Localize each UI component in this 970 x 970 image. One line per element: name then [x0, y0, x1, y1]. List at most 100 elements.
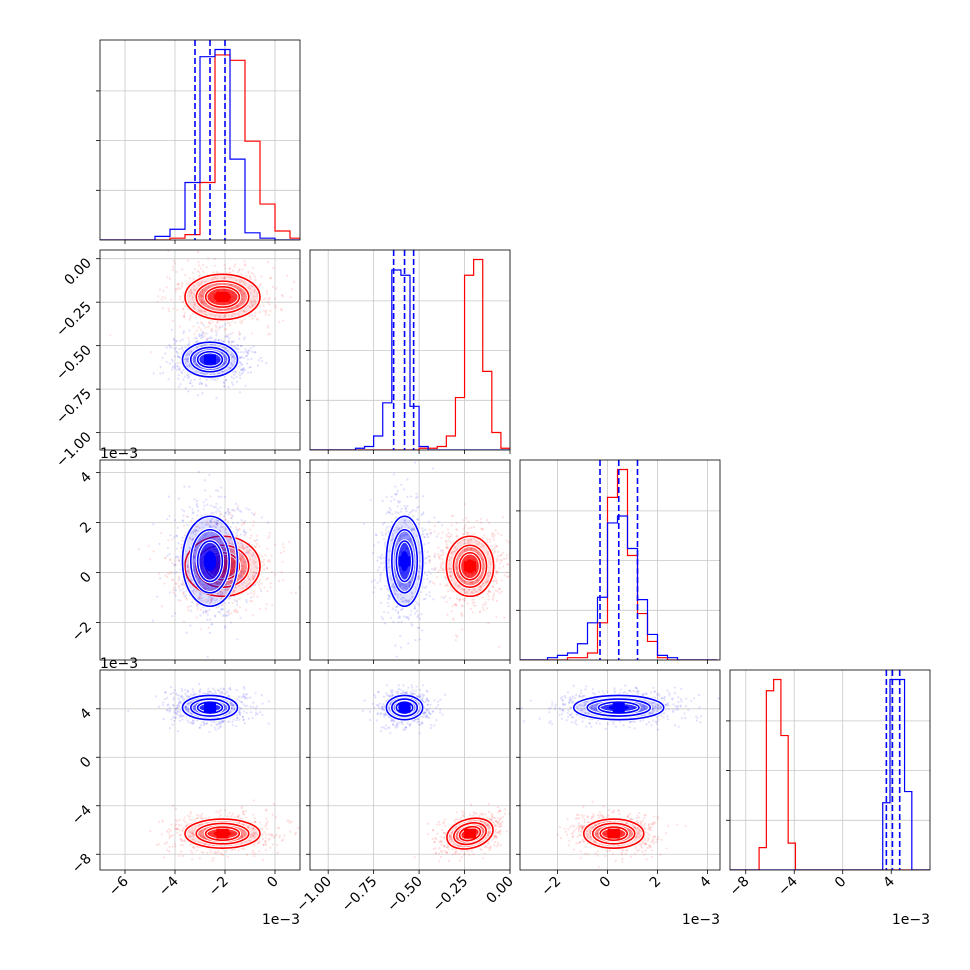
scatter-point [259, 607, 262, 610]
scatter-point [500, 590, 503, 593]
scatter-point [224, 557, 227, 561]
scatter-point [188, 546, 191, 550]
scatter-point [240, 356, 243, 359]
scatter-point [245, 598, 248, 602]
scatter-point [181, 829, 184, 832]
scatter-point [385, 495, 388, 499]
scatter-point [408, 580, 411, 584]
scatter-point [237, 849, 240, 852]
scatter-point [172, 579, 175, 582]
scatter-point [150, 351, 153, 354]
scatter-point [235, 348, 238, 351]
scatter-point [174, 612, 177, 615]
scatter-point [241, 554, 245, 557]
scatter-point [495, 599, 499, 603]
scatter-point [254, 832, 258, 835]
scatter-point [264, 823, 268, 826]
scatter-point [225, 536, 228, 539]
scatter-point [262, 843, 266, 846]
scatter-point [199, 335, 202, 338]
scatter-point [247, 552, 250, 555]
scatter-point [421, 629, 424, 632]
scatter-point [484, 580, 488, 583]
scatter-point [255, 571, 258, 575]
scatter-point [294, 591, 297, 595]
scatter-point [243, 310, 246, 313]
scatter-point [177, 365, 180, 368]
scatter-point [202, 344, 206, 347]
scatter-point [175, 534, 178, 537]
scatter-point [270, 834, 274, 837]
scatter-point [405, 600, 409, 603]
scatter-point [245, 601, 248, 604]
scatter-point [208, 524, 211, 527]
scatter-point [243, 570, 246, 573]
scatter-point [226, 308, 230, 311]
scatter-point [193, 303, 196, 306]
scatter-point [422, 532, 425, 536]
scatter-point [195, 340, 199, 343]
scatter-point [465, 548, 468, 551]
scatter-point [186, 376, 189, 380]
scatter-point [404, 531, 407, 534]
scatter-point [183, 485, 186, 488]
scatter-point [251, 304, 254, 307]
scatter-point [220, 542, 223, 546]
scatter-panel-1-0: 0.00−0.25−0.50−0.75−1.00 [53, 249, 301, 471]
scatter-point [168, 343, 171, 346]
scatter-point [241, 811, 245, 814]
scatter-point [447, 532, 450, 535]
scatter-point [256, 842, 260, 845]
scatter-point [196, 817, 199, 820]
scatter-point [398, 615, 401, 618]
scatter-point [185, 358, 188, 362]
scatter-point [176, 556, 180, 559]
scatter-point [421, 512, 424, 515]
scatter-point [429, 532, 432, 535]
scatter-point [408, 513, 411, 516]
scatter-point [230, 356, 233, 359]
contour-line [189, 528, 231, 594]
scatter-point [253, 574, 257, 578]
scatter-point [245, 571, 248, 574]
scatter-point [418, 617, 422, 620]
scatter-point [400, 583, 403, 586]
scatter-point [249, 596, 253, 599]
scatter-point [228, 271, 231, 274]
scatter-point [253, 303, 256, 306]
scatter-point [200, 321, 203, 324]
scatter-point [461, 588, 465, 591]
density-peak [204, 556, 216, 567]
scatter-point [463, 526, 466, 529]
scatter-point [220, 596, 223, 599]
scatter-point [445, 540, 448, 543]
scatter-point [198, 593, 201, 596]
scatter-point [203, 534, 207, 537]
scatter-point [205, 332, 208, 335]
scatter-point [479, 517, 482, 521]
scatter-point [236, 521, 239, 524]
scatter-point [281, 839, 284, 842]
scatter-point [210, 584, 213, 587]
scatter-point [410, 623, 413, 626]
scatter-point [259, 282, 262, 286]
scatter-point [171, 615, 174, 618]
histogram-step-line [310, 258, 510, 450]
scatter-point [176, 308, 179, 312]
scatter-point [262, 558, 266, 561]
scatter-point [282, 546, 285, 549]
scatter-point [159, 372, 162, 375]
scatter-point [399, 608, 403, 612]
scatter-point [230, 314, 234, 317]
scatter-point [200, 300, 203, 303]
scatter-point [266, 547, 269, 550]
scatter-point [419, 566, 422, 569]
scatter-point [379, 601, 382, 604]
scatter-point [179, 838, 182, 841]
scatter-point [391, 513, 394, 516]
scatter-point [188, 340, 191, 343]
scatter-point [235, 600, 239, 604]
scatter-point [185, 823, 189, 826]
scatter-point [220, 525, 223, 528]
density-peak [204, 354, 216, 365]
